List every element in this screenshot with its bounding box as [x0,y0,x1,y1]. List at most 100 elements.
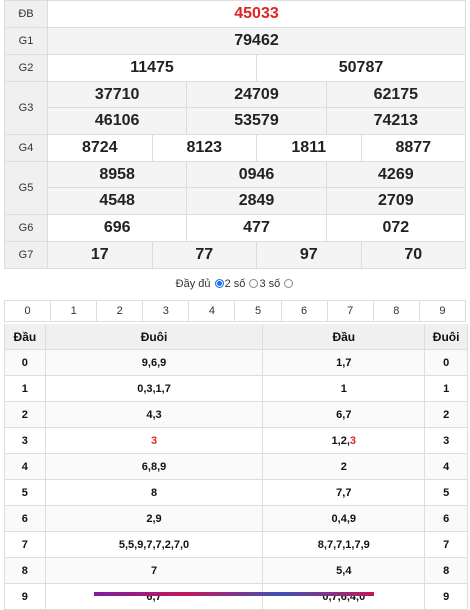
prize-number: 11475 [47,55,256,81]
prize-number: 62175 [325,82,465,108]
loto-dau-values: 1 [262,376,424,401]
digit-7[interactable]: 7 [326,301,373,321]
radio-2-so[interactable] [214,279,224,288]
prize-number: 8877 [360,135,466,161]
header-dau: Đầu [13,329,37,344]
loto-table: Đầu Đuôi Đầu Đuôi 0 9,6,9 1,7 0 1 0,3,1,7 1 1 2 4… [4,324,468,610]
loto-duoi: 1 [424,376,467,401]
loto-dau-values: 6,7 [262,402,424,427]
prize-number: 1811 [256,135,361,161]
loto-row: 2 4,3 6,7 2 [5,402,467,428]
digit-9[interactable]: 9 [418,301,465,321]
loto-digit: 2 [340,434,347,447]
prize-number: 74213 [325,108,465,134]
prize-label: G1 [4,28,47,54]
prize-label: G2 [4,55,47,81]
prize-number: 0946 [186,162,326,188]
prize-number: 17 [47,242,152,268]
loto-duoi-values: 7 [44,558,263,583]
digit-2[interactable]: 2 [96,301,142,321]
digit-1[interactable]: 1 [50,301,96,321]
loto-dau-values: 1,7 [262,350,424,375]
loto-row: 4 6,8,9 2 4 [5,454,467,480]
prize-number: 4548 [47,188,186,214]
loto-row: 6 2,9 0,4,9 6 [5,506,467,532]
loto-dau: 5 [21,486,28,499]
loto-digit: 3 [349,434,357,447]
loto-row: 7 5,5,9,7,7,2,7,0 8,7,7,1,7,9 7 [5,532,467,558]
loto-duoi-values: 8 [44,480,263,505]
loto-dau-values: 8,7,7,1,7,9 [262,532,424,557]
loto-row: 5 8 7,7 5 [5,480,467,506]
prize-row-g7: G7 17 77 97 70 [4,242,466,269]
prize-row-g4: G4 8724 8123 1811 8877 [4,135,466,162]
loto-duoi: 4 [424,454,467,479]
prize-label: G4 [4,135,47,161]
prize-number: 8123 [151,135,257,161]
prize-number: 477 [186,215,325,241]
loto-duoi: 9 [424,584,467,609]
radio-3-so[interactable] [249,279,259,288]
loto-duoi: 5 [424,480,467,505]
digit-6[interactable]: 6 [280,301,327,321]
prize-number: 50787 [256,55,465,81]
prize-number: 696 [47,215,186,241]
prize-number: 79462 [47,28,465,54]
prize-label: G5 [4,162,47,214]
prize-label: ĐB [4,1,47,27]
prize-number: 24709 [186,82,326,108]
loto-dau: 4 [21,460,28,473]
digit-8[interactable]: 8 [372,301,419,321]
loto-duoi-values: 4,3 [44,402,263,427]
header-duoi: Đuôi [424,324,467,349]
loto-dau: 7 [21,538,28,551]
digit-filter: 0 1 2 3 4 5 6 7 8 9 [4,300,466,322]
option-two-label[interactable]: 2 số [224,278,246,290]
prize-number: 37710 [47,82,187,108]
loto-row: 0 9,6,9 1,7 0 [5,350,467,376]
loto-duoi: 8 [424,558,467,583]
loto-dau: 9 [21,590,28,603]
loto-dau: 8 [21,564,28,577]
loto-digit: 1 [331,434,338,447]
prize-row-g6: G6 696 477 072 [4,215,466,242]
prize-row-g3: G3 37710 24709 62175 46106 53579 74213 [4,82,466,135]
prize-number: 8724 [47,135,152,161]
radio-full[interactable] [284,279,294,288]
loto-duoi-values: 6,8,9 [44,454,263,479]
digit-0[interactable]: 0 [24,305,31,317]
loto-dau: 0 [21,356,28,369]
option-three-label[interactable]: 3 số [259,278,281,290]
option-full-label[interactable]: Đầy đủ [175,278,211,290]
digit-5[interactable]: 5 [234,301,280,321]
loto-dau: 1 [21,382,28,395]
prize-number: 2849 [186,188,325,214]
prize-number: 77 [151,242,257,268]
loto-duoi-values: 5,5,9,7,7,2,7,0 [44,532,263,557]
loto-row: 1 0,3,1,7 1 1 [5,376,467,402]
prize-number: 8958 [47,162,187,188]
digit-3[interactable]: 3 [142,301,188,321]
loto-duoi-values: 3 [44,428,263,453]
prize-row-g5: G5 8958 0946 4269 4548 2849 2709 [4,162,466,215]
digit-4[interactable]: 4 [188,301,234,321]
prize-number: 97 [256,242,361,268]
prize-row-db: ĐB 45033 [4,0,466,28]
loto-dau-values: 1,2,3 [262,428,424,453]
loto-dau-values: 0,7,6,4,0 [262,584,424,609]
loto-duoi: 0 [424,350,467,375]
loto-row: 8 7 5,4 8 [5,558,467,584]
header-duoi: Đuôi [44,324,263,349]
header-dau: Đầu [262,324,424,349]
loto-dau-values: 2 [262,454,424,479]
highlight-digit: 3 [150,434,158,447]
loto-dau: 2 [21,408,28,421]
loto-duoi-values: 0,3,1,7 [44,376,263,401]
ad-banner-edge [94,592,374,596]
display-options: Đầy đủ 2 số 3 số [0,278,470,290]
prize-number: 072 [325,215,465,241]
loto-duoi: 3 [424,428,467,453]
loto-dau-values: 5,4 [262,558,424,583]
prize-number: 4269 [325,162,465,188]
